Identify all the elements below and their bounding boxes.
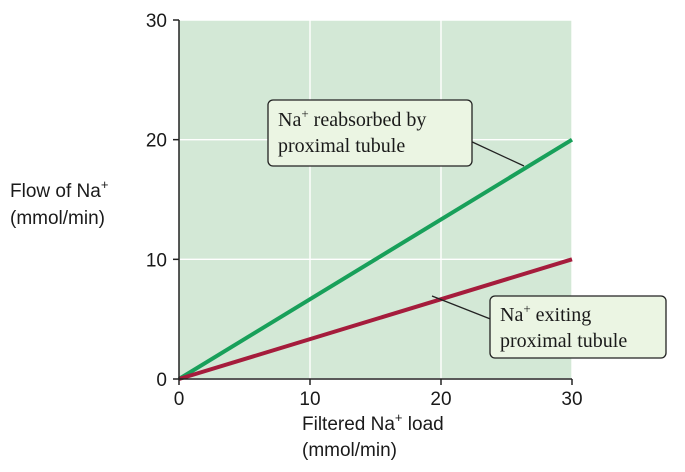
y-tick-label: 10	[146, 250, 167, 271]
x-tick-label: 30	[561, 389, 582, 410]
callout-reabsorbed-text: Na+ reabsorbed by proximal tubule	[278, 106, 431, 157]
series-line-exiting	[178, 257, 573, 381]
x-tick-label: 10	[299, 389, 320, 410]
y-axis-title: Flow of Na+ (mmol/min)	[10, 173, 114, 229]
x-axis-title: Filtered Na+ load (mmol/min)	[302, 410, 449, 461]
y-tick-label: 20	[146, 131, 167, 152]
x-tick-label: 20	[430, 389, 451, 410]
callout-reabsorbed-box	[267, 99, 473, 167]
x-tick-label: 0	[174, 389, 185, 410]
ticks: 0 10 20 30 0 10 20 30	[146, 11, 583, 410]
series-line-reabsorbed	[177, 137, 574, 381]
callout-exiting-text: Na+ exiting proximal tubule	[500, 301, 627, 352]
callout-exiting-leader	[431, 295, 499, 323]
y-tick-label: 30	[146, 11, 167, 32]
callout-exiting-box	[489, 295, 667, 359]
y-tick-label: 0	[156, 370, 167, 391]
series-layer	[177, 137, 574, 381]
callout-reabsorbed-leader	[467, 139, 525, 167]
